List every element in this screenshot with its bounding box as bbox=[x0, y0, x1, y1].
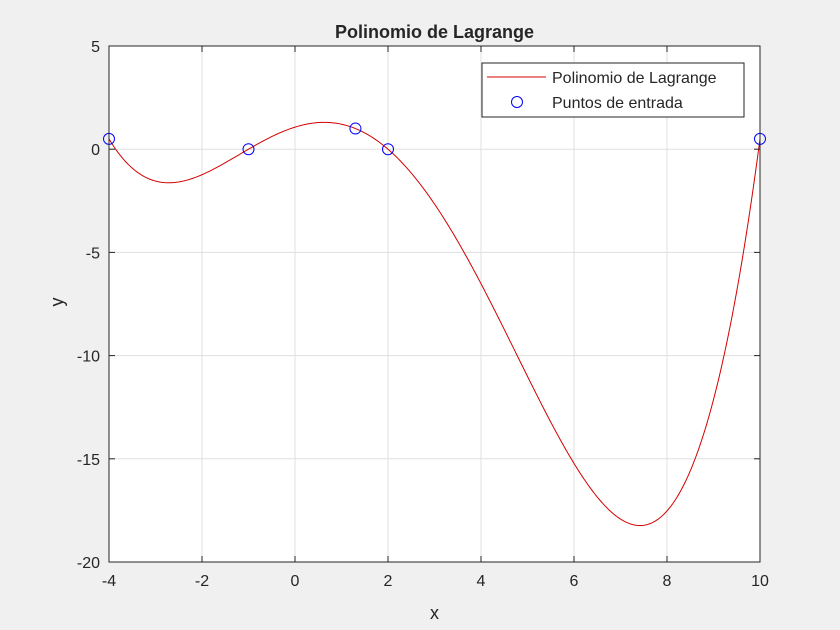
x-tick-label: 2 bbox=[384, 573, 393, 590]
y-tick-label: -20 bbox=[77, 555, 100, 572]
y-tick-label: 0 bbox=[91, 142, 100, 159]
legend[interactable]: Polinomio de Lagrange Puntos de entrada bbox=[481, 62, 745, 118]
x-tick-label: 8 bbox=[663, 573, 672, 590]
curve-layer bbox=[108, 121, 761, 527]
x-tick-label: 10 bbox=[751, 573, 769, 590]
input-point-marker bbox=[349, 122, 362, 135]
legend-box bbox=[481, 62, 745, 118]
y-tick-label: -5 bbox=[86, 245, 100, 262]
y-tick-label: -10 bbox=[77, 349, 100, 366]
lagrange-curve bbox=[108, 121, 761, 527]
input-point-marker bbox=[382, 143, 394, 156]
x-tick-label: -2 bbox=[195, 573, 209, 590]
legend-label-puntos: Puntos de entrada bbox=[552, 95, 683, 112]
plot-area bbox=[109, 46, 760, 562]
plot-frame bbox=[108, 45, 761, 563]
y-axis-label: y bbox=[47, 298, 67, 307]
x-tick-label: 0 bbox=[291, 573, 300, 590]
y-tick-label: 5 bbox=[91, 39, 100, 56]
legend-marker-swatch bbox=[511, 96, 523, 108]
legend-label-polinomio: Polinomio de Lagrange bbox=[552, 70, 717, 87]
x-tick-label: 6 bbox=[570, 573, 579, 590]
x-tick-label: -4 bbox=[102, 573, 116, 590]
input-point-marker bbox=[242, 143, 255, 156]
x-tick-label: 4 bbox=[477, 573, 486, 590]
x-axis-label: x bbox=[430, 603, 439, 623]
y-tick-label: -15 bbox=[77, 452, 100, 469]
chart-title: Polinomio de Lagrange bbox=[335, 22, 534, 42]
